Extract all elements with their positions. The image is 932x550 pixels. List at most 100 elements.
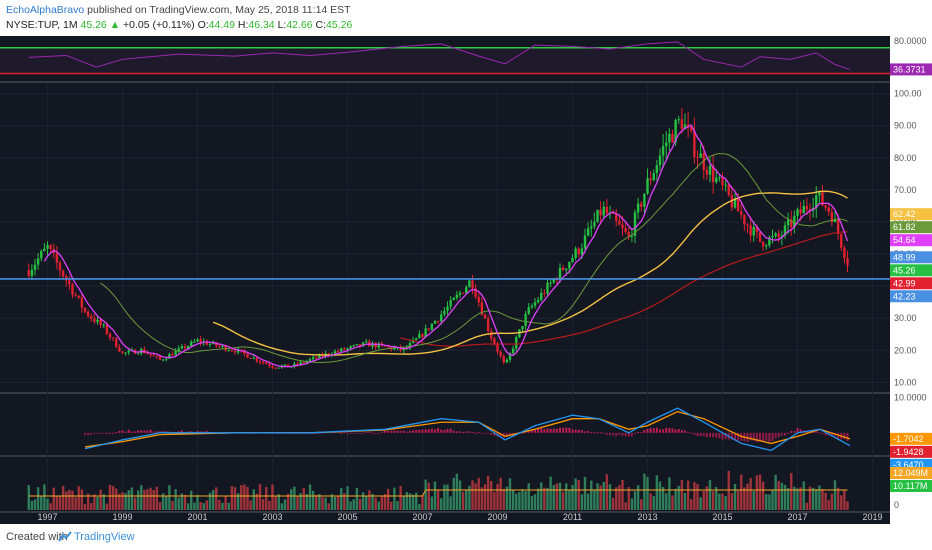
volume-bar (458, 480, 462, 510)
open-label: O: (197, 19, 209, 31)
candle-body (86, 311, 90, 317)
macd-histogram-bar (705, 432, 708, 438)
macd-histogram-bar (396, 430, 399, 433)
volume-bar (496, 483, 499, 510)
macd-histogram-bar (118, 430, 121, 433)
volume-bar (93, 494, 96, 510)
volume-bar (571, 485, 574, 510)
candle-body (605, 206, 609, 214)
macd-histogram-bar (424, 429, 427, 433)
volume-bar (130, 487, 134, 510)
chart-area[interactable]: 80.000036.373110.0020.0030.0040.0050.006… (0, 36, 932, 524)
macd-histogram-bar (643, 430, 646, 433)
candle-body (496, 344, 499, 352)
volume-bar (233, 487, 237, 510)
volume-bar (440, 498, 443, 510)
candle-body (30, 269, 34, 276)
volume-bar (561, 491, 565, 510)
volume-bar (474, 483, 477, 510)
volume-bar (355, 487, 359, 510)
candle-body (174, 350, 177, 356)
macd-histogram-bar (552, 428, 555, 433)
macd-histogram-bar (205, 431, 208, 433)
rsi-value-label: 36.3731 (893, 64, 926, 74)
volume-bar (499, 477, 502, 510)
candle-body (155, 356, 159, 358)
candle-body (361, 342, 365, 347)
candle-body (668, 133, 671, 143)
macd-value-label: -3.6470 (893, 460, 924, 470)
macd-histogram-bar (724, 432, 727, 440)
volume-bar (558, 482, 562, 510)
volume-bar (308, 484, 312, 510)
candle-body (740, 211, 743, 215)
macd-histogram-bar (155, 431, 158, 433)
volume-bar (246, 486, 249, 510)
macd-histogram-bar (474, 432, 477, 434)
x-tick-label: 2015 (712, 512, 732, 522)
volume-bar (343, 493, 346, 510)
volume-bar (427, 482, 430, 510)
volume-bar (330, 494, 334, 510)
macd-histogram-bar (715, 432, 718, 438)
candle-body (236, 349, 240, 353)
price-value-label: 54.64 (893, 235, 916, 245)
volume-bar (58, 496, 62, 510)
candle-body (546, 282, 549, 294)
macd-histogram-bar (618, 432, 621, 435)
volume-bar (752, 490, 755, 510)
candle-body (55, 253, 59, 263)
candle-body (40, 251, 43, 259)
candle-body (793, 215, 796, 228)
volume-bar (305, 494, 309, 510)
candle-body (624, 228, 627, 232)
candle-body (674, 119, 677, 143)
ma-fast-line (43, 124, 849, 368)
macd-histogram-bar (365, 432, 368, 434)
volume-bar (699, 497, 702, 510)
volume-bar (596, 483, 599, 510)
rsi-line (28, 41, 851, 70)
volume-bar (586, 493, 590, 510)
volume-bar (115, 488, 118, 510)
macd-histogram-bar (84, 432, 86, 435)
volume-bar (36, 487, 40, 510)
volume-bar (755, 475, 759, 510)
volume-bar (268, 500, 271, 510)
volume-bar (830, 493, 834, 510)
candle-body (183, 346, 187, 349)
volume-bar (449, 496, 452, 510)
price-value-label: 42.23 (893, 291, 916, 301)
volume-bar (336, 496, 340, 510)
x-tick-label: 2009 (487, 512, 507, 522)
candle-body (352, 345, 355, 347)
candle-body (802, 205, 805, 214)
candle-body (233, 350, 237, 353)
volume-bar (565, 483, 568, 510)
candle-body (571, 258, 574, 263)
volume-bar (218, 499, 221, 510)
volume-bar (33, 499, 37, 510)
tradingview-brand[interactable]: TradingView (74, 531, 135, 543)
candle-body (527, 307, 530, 314)
rsi-band (0, 47, 890, 74)
volume-bar (486, 475, 490, 510)
candle-body (458, 292, 462, 295)
price-tick-label: 90.00 (894, 121, 917, 131)
candle-body (736, 198, 740, 212)
ma-slow-line (212, 190, 848, 356)
volume-bar (777, 480, 780, 510)
macd-histogram-bar (418, 429, 421, 433)
tradingview-logo-icon[interactable] (58, 530, 72, 548)
author-link[interactable]: EchoAlphaBravo (6, 4, 85, 16)
candle-body (836, 219, 840, 235)
price-value-badge (890, 264, 932, 277)
macd-histogram-bar (355, 432, 358, 434)
macd-histogram-bar (109, 432, 111, 434)
candle-body (715, 177, 718, 182)
high-value: 46.34 (248, 19, 275, 31)
candle-body (821, 192, 824, 206)
volume-bar (105, 503, 109, 510)
volume-bar (274, 495, 277, 510)
macd-histogram-bar (443, 429, 446, 433)
